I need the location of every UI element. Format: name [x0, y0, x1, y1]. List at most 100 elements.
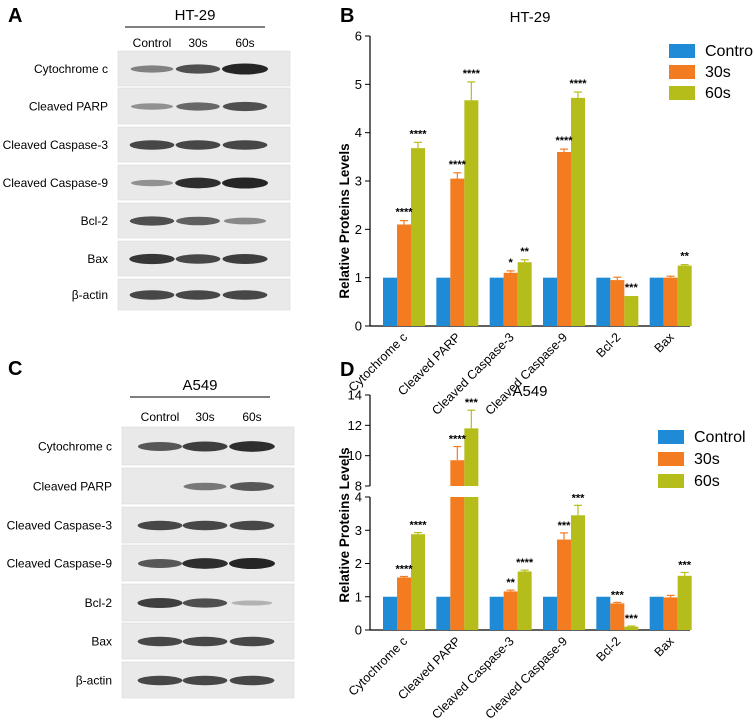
significance-label: ***: [558, 520, 572, 532]
significance-label: **: [506, 577, 515, 589]
blot-row-label: Bcl-2: [81, 214, 109, 228]
bar: [503, 591, 518, 630]
legend-label: 30s: [694, 451, 720, 468]
bar: [436, 277, 451, 326]
blot-band: [229, 675, 275, 686]
blot-band: [222, 290, 268, 300]
bar-lower-segment: [464, 497, 479, 630]
blot-row-label: Bax: [91, 635, 112, 649]
blot-band: [229, 482, 275, 491]
blot-band: [137, 442, 183, 451]
legend-swatch: [669, 65, 695, 79]
legend-swatch: [658, 474, 684, 488]
legend-label: 30s: [705, 64, 731, 81]
y-tick-label: 12: [348, 418, 362, 433]
blot-row-label: Cleaved Caspase-3: [7, 519, 113, 533]
y-tick-label: 1: [355, 589, 362, 604]
bar: [503, 272, 518, 326]
bar: [571, 515, 585, 630]
bar: [610, 280, 625, 326]
bar: [464, 100, 479, 327]
blot-row-label: Cytochrome c: [34, 62, 108, 76]
blot-band: [182, 598, 228, 608]
bar-upper-segment: [450, 460, 465, 486]
x-tick-label: Bax: [652, 634, 678, 660]
y-tick-label: 10: [348, 448, 362, 463]
blot-band: [137, 520, 183, 531]
significance-label: ****: [395, 207, 413, 219]
significance-label: ***: [625, 282, 639, 294]
panel-label-b: B: [340, 5, 354, 27]
panel-label-d: D: [340, 359, 354, 381]
blot-band: [182, 558, 228, 569]
blot-row-label: β-actin: [72, 288, 108, 302]
significance-label: ***: [572, 492, 586, 504]
legend-swatch: [658, 452, 684, 466]
blot-band: [175, 254, 221, 264]
y-axis-label: Relative Proteins Levels: [337, 143, 352, 298]
bar: [663, 597, 678, 630]
blot-band: [137, 559, 183, 568]
blot-row-label: Cleaved Caspase-9: [3, 176, 109, 190]
legend-swatch: [669, 86, 695, 100]
y-tick-label: 5: [355, 77, 362, 92]
bar: [436, 596, 451, 630]
legend-swatch: [669, 44, 695, 58]
blot-band: [129, 253, 175, 265]
blot-band: [137, 675, 183, 686]
blot-band: [129, 290, 175, 300]
blot-column-label: 30s: [195, 410, 214, 424]
blot-band: [222, 254, 268, 264]
blot-band: [222, 177, 268, 189]
bar: [649, 277, 664, 326]
blot-band: [222, 63, 268, 75]
bar: [557, 539, 571, 630]
legend-swatch: [658, 430, 684, 444]
y-tick-label: 8: [355, 479, 362, 494]
y-tick-label: 14: [348, 388, 362, 403]
bar: [543, 596, 557, 630]
blot-row-label: Cleaved PARP: [29, 100, 108, 114]
bar: [397, 224, 411, 326]
bar-upper-segment: [464, 428, 479, 486]
x-tick-label: Bcl-2: [593, 634, 623, 664]
blot-column-label: 60s: [242, 410, 261, 424]
significance-label: ****: [555, 135, 573, 147]
blot-band: [231, 600, 273, 606]
y-tick-label: 1: [355, 270, 362, 285]
bar: [610, 603, 625, 630]
significance-label: ****: [516, 557, 534, 569]
chart-title-a549: A549: [512, 383, 547, 400]
blot-band: [223, 217, 267, 225]
significance-label: ****: [409, 520, 427, 532]
bar: [489, 596, 504, 630]
blot-column-label: 60s: [235, 36, 254, 50]
blot-row-label: Cleaved Caspase-9: [7, 557, 113, 571]
y-tick-label: 4: [355, 490, 362, 505]
y-tick-label: 0: [355, 319, 362, 334]
blot-column-label: Control: [141, 410, 180, 424]
significance-label: *: [509, 257, 514, 269]
blot-title-a549: A549: [182, 377, 217, 394]
blot-band: [137, 636, 183, 647]
blot-band: [176, 216, 220, 226]
blot-band: [182, 636, 228, 647]
y-tick-label: 2: [355, 222, 362, 237]
chart-title-ht29: HT-29: [510, 9, 551, 26]
bar: [663, 277, 678, 326]
blot-band: [176, 102, 220, 111]
bar: [677, 575, 692, 630]
significance-label: ***: [678, 559, 692, 571]
significance-label: ****: [569, 78, 587, 90]
blot-row-label: Cleaved Caspase-3: [3, 138, 109, 152]
y-tick-label: 4: [355, 125, 362, 140]
bar: [557, 152, 571, 326]
significance-label: ****: [463, 68, 481, 80]
significance-label: ***: [611, 589, 625, 601]
blot-row-label: Bcl-2: [85, 596, 113, 610]
y-tick-label: 6: [355, 29, 362, 44]
blot-row-label: β-actin: [76, 674, 112, 688]
blot-band: [129, 216, 175, 226]
bar: [649, 596, 664, 630]
